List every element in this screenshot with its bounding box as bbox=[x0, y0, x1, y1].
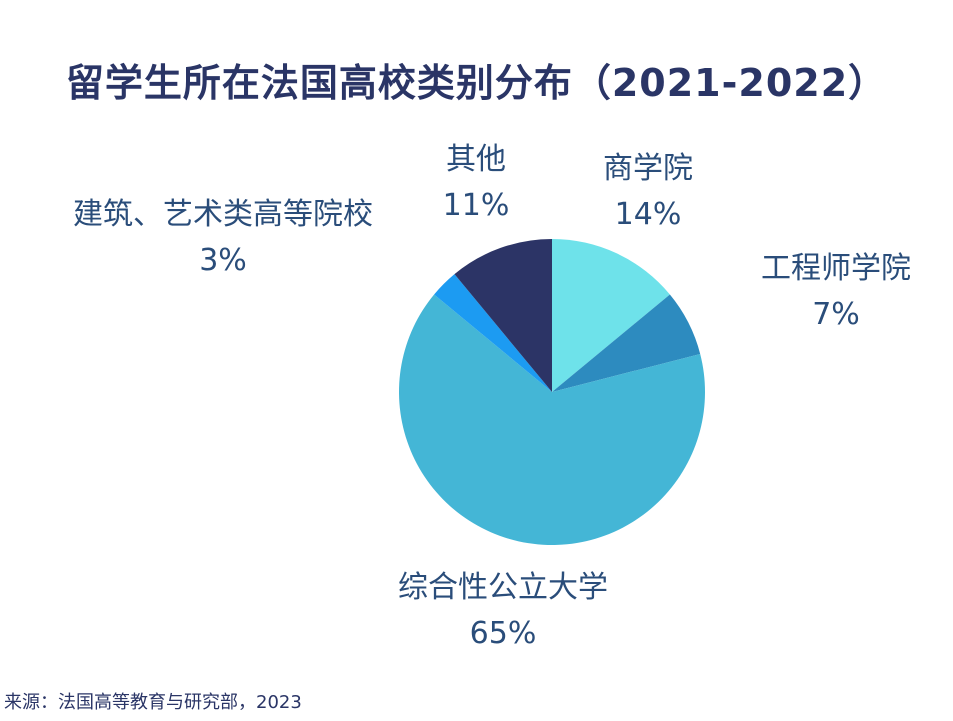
label-engineering-school-pct: 7% bbox=[812, 297, 860, 332]
slice-engineering-school bbox=[552, 294, 701, 392]
label-public-university: 综合性公立大学 65% bbox=[353, 565, 653, 657]
label-public-university-name: 综合性公立大学 bbox=[398, 570, 608, 605]
slice-business-school bbox=[552, 239, 670, 392]
chart-title: 留学生所在法国高校类别分布（2021-2022） bbox=[65, 61, 888, 105]
slice-art-architecture bbox=[434, 274, 552, 392]
slice-other bbox=[454, 239, 552, 392]
label-business-school-name: 商学院 bbox=[603, 151, 693, 186]
label-business-school-pct: 14% bbox=[614, 197, 682, 232]
label-engineering-school: 工程师学院 7% bbox=[736, 246, 936, 338]
label-art-architecture-pct: 3% bbox=[199, 243, 247, 278]
label-other-name: 其他 bbox=[446, 142, 506, 177]
label-other: 其他 11% bbox=[416, 137, 536, 229]
label-art-architecture: 建筑、艺术类高等院校 3% bbox=[38, 192, 408, 284]
label-art-architecture-name: 建筑、艺术类高等院校 bbox=[73, 197, 373, 232]
label-other-pct: 11% bbox=[442, 188, 510, 223]
source-note: 来源：法国高等教育与研究部，2023 bbox=[4, 692, 302, 713]
label-public-university-pct: 65% bbox=[469, 616, 537, 651]
slice-public-university bbox=[399, 294, 705, 545]
label-engineering-school-name: 工程师学院 bbox=[761, 251, 911, 286]
label-business-school: 商学院 14% bbox=[578, 146, 718, 238]
